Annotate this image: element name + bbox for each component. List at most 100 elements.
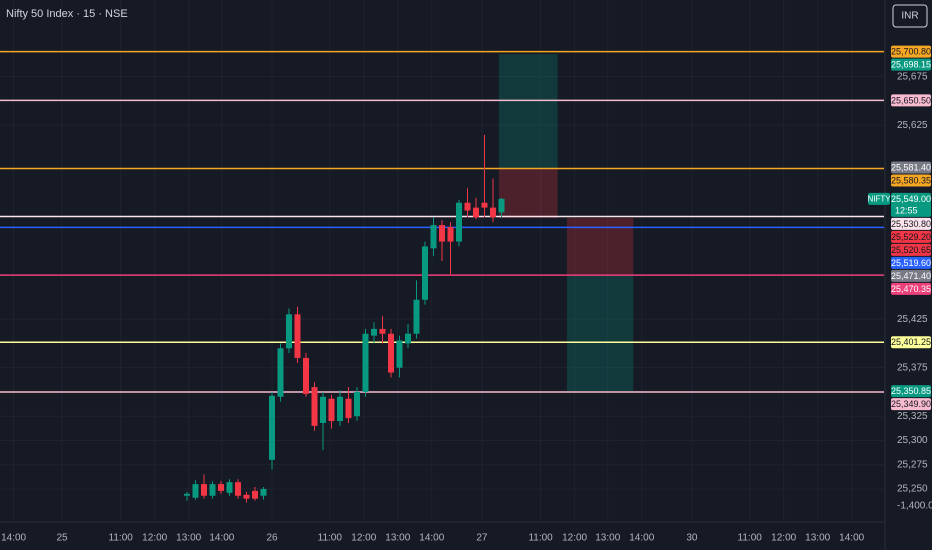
candle-body xyxy=(422,246,428,300)
candle-body xyxy=(464,202,471,211)
price-tag xyxy=(891,336,931,349)
y-tick-label: 25,275 xyxy=(897,459,928,470)
x-tick-label: 27 xyxy=(476,533,488,544)
y-tick-label: 25,425 xyxy=(897,314,928,325)
x-tick-label: 13:00 xyxy=(385,533,410,544)
candle-body xyxy=(235,482,241,496)
x-tick-label: 12:00 xyxy=(351,533,376,544)
price-tag-label: 25,401.25 xyxy=(891,337,931,347)
chart-title: Nifty 50 Index · 15 · NSE xyxy=(6,8,128,20)
x-tick-label: 11:00 xyxy=(528,533,553,544)
candle-body xyxy=(243,494,250,499)
x-tick-label: 14:00 xyxy=(209,533,234,544)
candle-body xyxy=(354,391,360,417)
candle-body xyxy=(456,202,462,242)
indicator-label: -1,400.00 xyxy=(897,501,932,512)
price-tag-label: 25,698.15 xyxy=(891,59,931,69)
price-tag xyxy=(891,243,931,256)
x-tick-label: 25 xyxy=(56,533,68,544)
candle-body xyxy=(311,387,318,426)
price-tag xyxy=(891,45,931,58)
x-tick-label: 12:00 xyxy=(142,533,167,544)
candle-body xyxy=(481,202,488,208)
price-tag xyxy=(891,282,931,295)
price-tag-label: 25,580.35 xyxy=(891,175,931,185)
price-tag xyxy=(891,192,931,217)
candle-body xyxy=(260,488,267,496)
candle-body xyxy=(473,207,479,218)
price-tag xyxy=(891,398,931,411)
price-tag-label: 25,350.85 xyxy=(891,386,931,396)
x-tick-label: 13:00 xyxy=(805,533,830,544)
x-tick-label: 14:00 xyxy=(629,533,654,544)
x-tick-label: 11:00 xyxy=(738,533,763,544)
y-tick-label: 25,300 xyxy=(897,435,928,446)
y-tick-label: 25,675 xyxy=(897,71,928,82)
x-tick-label: 13:00 xyxy=(176,533,201,544)
candle-body xyxy=(294,314,301,358)
candle-body xyxy=(201,484,207,496)
candle-body xyxy=(439,225,445,242)
candle-body xyxy=(337,396,343,422)
candle-body xyxy=(226,482,233,493)
countdown-label: 12:55 xyxy=(895,205,918,215)
position-zone xyxy=(498,54,558,169)
price-tag xyxy=(891,269,931,282)
price-tag xyxy=(891,94,931,107)
price-tag xyxy=(891,217,931,230)
candle-body xyxy=(413,299,420,334)
candle-body xyxy=(192,484,199,498)
x-tick-label: 12:00 xyxy=(771,533,796,544)
candle-body xyxy=(303,357,309,394)
currency-button[interactable] xyxy=(892,4,928,28)
candle-body xyxy=(209,484,216,496)
y-tick-label: 25,250 xyxy=(897,484,928,495)
price-tag-label: 25,471.40 xyxy=(891,271,931,281)
price-tag-label: 25,529.20 xyxy=(891,232,931,242)
plot-layer xyxy=(0,50,884,503)
candle-body xyxy=(430,225,437,249)
candle-body xyxy=(498,198,505,213)
price-tag-label: 25,581.40 xyxy=(891,162,931,172)
candle-body xyxy=(328,398,335,422)
x-tick-label: 12:00 xyxy=(562,533,587,544)
x-tick-label: 14:00 xyxy=(1,533,26,544)
y-tick-label: 25,625 xyxy=(897,120,928,131)
x-tick-label: 13:00 xyxy=(595,533,620,544)
candle-body xyxy=(345,398,352,419)
price-tag xyxy=(891,174,931,187)
price-tag-label: 25,519.60 xyxy=(891,258,931,268)
symbol-tag xyxy=(868,192,890,205)
position-zone xyxy=(498,168,558,219)
candle-body xyxy=(252,490,258,499)
price-tag-label: 25,530.80 xyxy=(891,219,931,229)
price-tag-label: 25,700.80 xyxy=(891,46,931,56)
candle-body xyxy=(405,333,411,344)
price-tag-label: 25,349.90 xyxy=(891,399,931,409)
x-tick-label: 26 xyxy=(266,533,278,544)
price-tag-label: 25,650.50 xyxy=(891,95,931,105)
y-tick-label: 25,325 xyxy=(897,411,928,422)
candle-body xyxy=(490,207,496,218)
price-tag xyxy=(891,161,931,174)
position-zone xyxy=(566,275,634,392)
candle-body xyxy=(447,227,454,242)
candle-body xyxy=(379,328,386,334)
candle-body xyxy=(269,395,275,460)
candle-body xyxy=(218,484,224,491)
symbol-label: NIFTY xyxy=(867,194,891,203)
price-tag-label: 25,549.00 xyxy=(891,194,931,204)
candle-body xyxy=(388,333,394,373)
currency-label[interactable]: INR xyxy=(901,11,918,22)
price-tag-label: 25,470.35 xyxy=(891,284,931,294)
price-tag xyxy=(891,230,931,243)
grid-layer xyxy=(0,0,884,520)
price-tag xyxy=(891,58,931,71)
candle-body xyxy=(320,396,326,423)
price-tag xyxy=(891,256,931,269)
x-tick-label: 11:00 xyxy=(109,533,134,544)
price-tag xyxy=(891,385,931,398)
candle-body xyxy=(184,493,190,496)
